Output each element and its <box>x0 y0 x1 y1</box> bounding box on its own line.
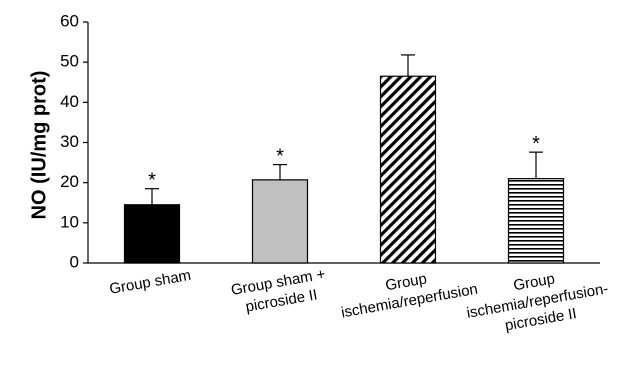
x-tick-label: Group sham <box>108 267 192 298</box>
category-labels: Group sham Group sham +picroside IIGroupi… <box>108 261 613 340</box>
y-tick-label: 40 <box>60 92 79 111</box>
x-tick-label-line: Group <box>512 270 556 294</box>
bar <box>379 75 437 264</box>
bar <box>123 204 181 264</box>
x-tick-label-line: Group sham <box>108 267 192 298</box>
y-tick-label: 60 <box>60 11 79 30</box>
y-tick-label: 30 <box>60 132 79 151</box>
x-tick-label-line: Group <box>384 270 428 294</box>
significance-marker: * <box>532 133 540 155</box>
significance-marker: * <box>148 170 156 192</box>
x-tick-label-text: Group sham <box>108 267 192 298</box>
x-tick-label: Groupischemia/reperfusion-picroside II <box>462 261 613 340</box>
significance-marker: * <box>276 146 284 168</box>
x-tick-label-text: Groupischemia/reperfusion-picroside II <box>462 261 613 340</box>
bar <box>251 179 309 264</box>
x-tick-label: Groupischemia/reperfusion <box>337 262 480 321</box>
bars: * * * <box>123 54 565 264</box>
y-tick-label: 10 <box>60 212 79 231</box>
y-tick-label: 50 <box>60 52 79 71</box>
y-tick-label: 0 <box>70 252 79 271</box>
y-tick-label: 20 <box>60 172 79 191</box>
x-tick-label-text: Group sham +picroside II <box>230 266 331 318</box>
bar <box>507 178 565 264</box>
y-axis-label: NO (IU/mg prot) <box>28 71 50 220</box>
x-tick-label: Group sham +picroside II <box>230 266 331 318</box>
x-tick-label-text: Groupischemia/reperfusion <box>337 262 480 321</box>
